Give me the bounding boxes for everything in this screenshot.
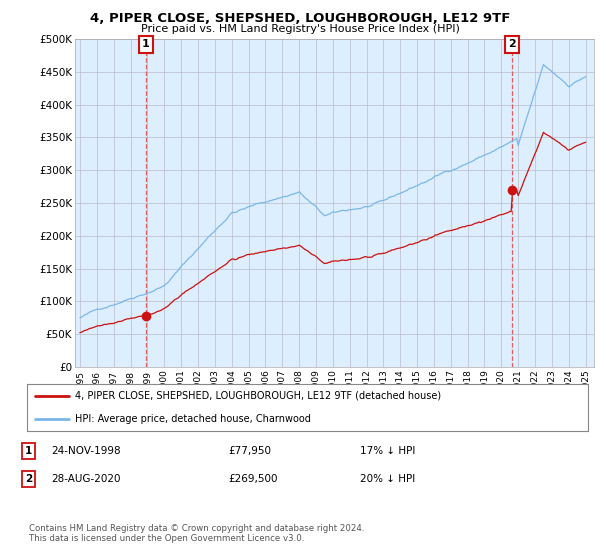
Text: 28-AUG-2020: 28-AUG-2020 xyxy=(51,474,121,484)
Text: 24-NOV-1998: 24-NOV-1998 xyxy=(51,446,121,456)
Text: 1: 1 xyxy=(142,39,149,49)
Text: 20% ↓ HPI: 20% ↓ HPI xyxy=(360,474,415,484)
Text: HPI: Average price, detached house, Charnwood: HPI: Average price, detached house, Char… xyxy=(74,414,311,424)
Text: 17% ↓ HPI: 17% ↓ HPI xyxy=(360,446,415,456)
Text: 2: 2 xyxy=(508,39,516,49)
Text: Price paid vs. HM Land Registry's House Price Index (HPI): Price paid vs. HM Land Registry's House … xyxy=(140,24,460,34)
Text: 4, PIPER CLOSE, SHEPSHED, LOUGHBOROUGH, LE12 9TF (detached house): 4, PIPER CLOSE, SHEPSHED, LOUGHBOROUGH, … xyxy=(74,390,441,400)
Text: 2: 2 xyxy=(25,474,32,484)
Text: £77,950: £77,950 xyxy=(228,446,271,456)
Text: 4, PIPER CLOSE, SHEPSHED, LOUGHBOROUGH, LE12 9TF: 4, PIPER CLOSE, SHEPSHED, LOUGHBOROUGH, … xyxy=(90,12,510,25)
Text: 1: 1 xyxy=(25,446,32,456)
Text: Contains HM Land Registry data © Crown copyright and database right 2024.
This d: Contains HM Land Registry data © Crown c… xyxy=(29,524,364,543)
Text: £269,500: £269,500 xyxy=(228,474,277,484)
